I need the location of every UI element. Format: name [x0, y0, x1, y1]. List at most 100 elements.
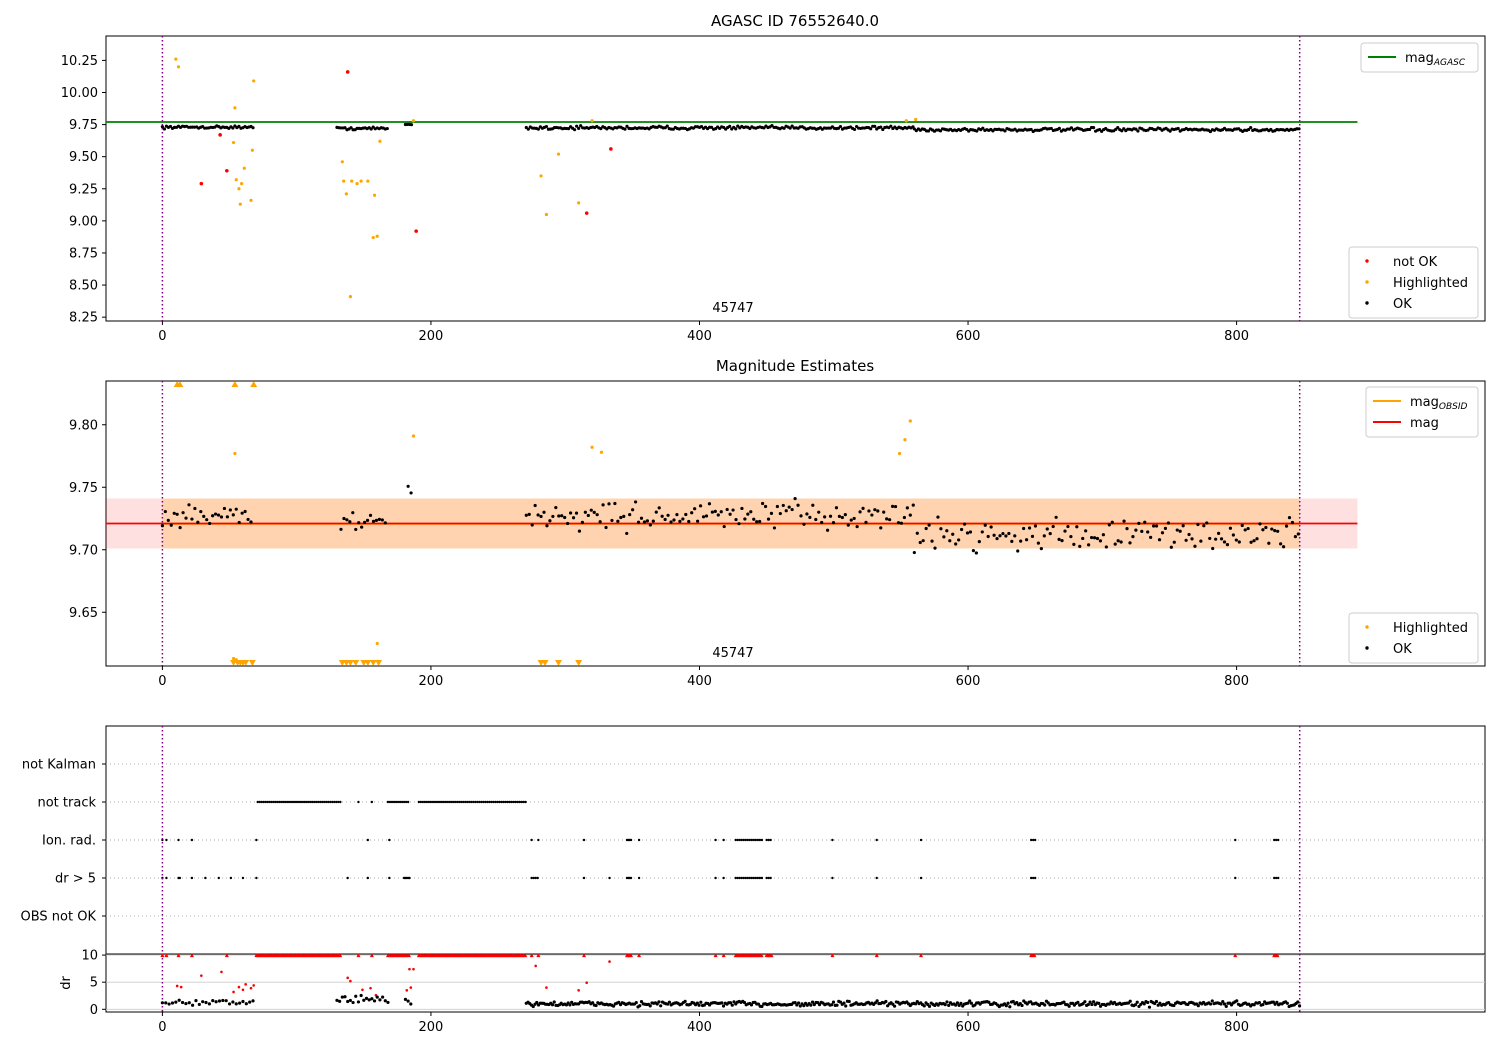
- ok-point: [861, 506, 865, 510]
- ok-point: [1169, 545, 1173, 549]
- dr-ok-point: [835, 1003, 839, 1007]
- flag-point: [404, 800, 408, 804]
- ok-point: [1095, 536, 1100, 541]
- flag-point: [357, 800, 360, 804]
- ok-point: [577, 529, 582, 533]
- flag-point: [520, 800, 523, 804]
- ok-point: [536, 513, 540, 517]
- flag-point: [264, 800, 267, 804]
- dr-ok-point: [634, 1000, 638, 1005]
- up-arrow-marker: [231, 381, 239, 387]
- dr-ok-point: [351, 1000, 355, 1005]
- up-arrow-marker: [176, 381, 184, 387]
- flag-point: [742, 838, 746, 842]
- highlighted-point: [348, 295, 352, 299]
- not-ok-point: [345, 70, 350, 74]
- ok-point: [755, 520, 759, 524]
- ok-point: [625, 124, 629, 128]
- panel-dr: dr 0 200 400 600 800 0 5 10: [59, 949, 1486, 1035]
- down-arrow-marker: [352, 660, 360, 666]
- flag-point: [298, 800, 302, 804]
- not-ok-point: [199, 181, 204, 186]
- flag-point: [536, 876, 539, 880]
- ok-point: [598, 520, 602, 524]
- flag-point: [423, 800, 427, 804]
- dr-ok-point: [1076, 1000, 1080, 1004]
- y-tick-label: 9.75: [69, 118, 98, 133]
- flag-point: [490, 800, 493, 804]
- ok-point: [557, 514, 561, 518]
- ok-point: [752, 517, 756, 521]
- flag-point: [1033, 876, 1037, 880]
- ok-point: [169, 523, 173, 527]
- dr-ok-point: [1015, 1001, 1019, 1005]
- ok-point: [219, 515, 224, 519]
- ok-point: [571, 516, 576, 520]
- ok-point: [1178, 529, 1182, 533]
- flag-point: [276, 800, 280, 804]
- ok-point: [1281, 545, 1286, 549]
- ok-point: [539, 514, 543, 519]
- down-arrow-marker: [242, 660, 250, 666]
- flag-point: [451, 800, 455, 804]
- flag-point: [1031, 876, 1035, 880]
- highlighted-point: [359, 179, 363, 183]
- dr-clipped-marker: [1275, 953, 1280, 958]
- ok-point: [882, 510, 886, 514]
- ok-point: [992, 533, 996, 537]
- ok-point: [899, 521, 904, 525]
- ok-point: [1119, 540, 1123, 544]
- ok-point: [986, 534, 990, 539]
- dr-red-point: [408, 967, 411, 971]
- ok-point: [1057, 126, 1061, 130]
- dr-clipped-marker: [713, 953, 718, 958]
- x-tick-label: 200: [419, 674, 444, 689]
- ok-point: [1084, 529, 1088, 533]
- down-arrow-marker: [375, 660, 383, 666]
- dr-ok-point: [241, 999, 245, 1004]
- flag-point: [1272, 838, 1276, 842]
- dr-clipped-marker: [176, 953, 181, 958]
- dr-red-point: [237, 985, 241, 989]
- ok-point: [1270, 527, 1274, 531]
- ok-point: [654, 510, 658, 514]
- up-arrow-marker: [250, 381, 258, 387]
- ok-point: [867, 509, 871, 513]
- ok-point: [625, 531, 629, 536]
- flag-point: [443, 800, 447, 804]
- ok-point: [172, 511, 176, 515]
- ok-point: [849, 518, 853, 522]
- ok-point: [1249, 125, 1253, 130]
- ok-point: [574, 511, 579, 515]
- highlighted-point: [908, 419, 912, 423]
- dr-red-point: [585, 981, 589, 985]
- ok-point: [175, 512, 179, 516]
- ok-point: [834, 506, 839, 510]
- flag-point: [312, 800, 316, 804]
- ok-point: [787, 505, 791, 509]
- flag-point: [919, 876, 923, 880]
- flag-point: [722, 876, 725, 880]
- ok-point: [749, 510, 753, 514]
- ok-point: [889, 124, 893, 128]
- dr-red-point: [361, 988, 364, 992]
- ok-point: [168, 124, 173, 129]
- dr-red-point: [405, 989, 409, 992]
- highlighted-point: [375, 234, 379, 238]
- flag-point: [304, 800, 308, 804]
- dr-ok-point: [1128, 999, 1132, 1003]
- highlighted-point: [411, 434, 416, 438]
- dr-red-point: [545, 986, 548, 989]
- dr-ok-point: [362, 998, 366, 1002]
- highlighted-point: [372, 193, 377, 197]
- ok-point: [1098, 539, 1103, 543]
- ok-point: [954, 542, 958, 546]
- dr-ok-point: [1142, 1002, 1146, 1006]
- ok-point: [1078, 544, 1082, 548]
- ok-point: [663, 517, 667, 522]
- flag-point: [1234, 876, 1237, 880]
- ok-point: [951, 532, 955, 536]
- flag-point: [530, 838, 533, 842]
- ok-point: [237, 124, 241, 129]
